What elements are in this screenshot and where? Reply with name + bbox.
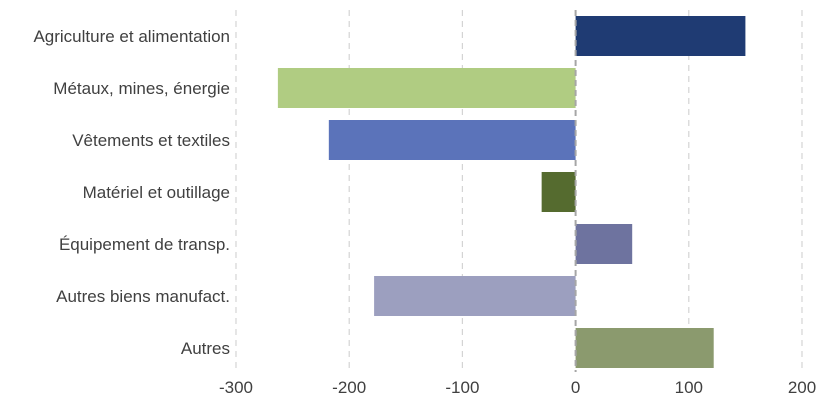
- x-tick-label-4: 100: [675, 378, 703, 397]
- x-axis-tick-labels: -300 -200 -100 0 100 200: [219, 378, 816, 397]
- bars: [277, 16, 746, 368]
- bar-6: [575, 328, 714, 368]
- x-tick-label-5: 200: [788, 378, 816, 397]
- x-tick-label-3: 0: [571, 378, 580, 397]
- category-label-3: Matériel et outillage: [83, 183, 230, 202]
- category-label-1: Métaux, mines, énergie: [53, 79, 230, 98]
- x-tick-label-1: -200: [332, 378, 366, 397]
- x-tick-label-0: -300: [219, 378, 253, 397]
- bar-5: [374, 276, 576, 316]
- category-labels: Agriculture et alimentation Métaux, mines…: [33, 27, 230, 358]
- bar-4: [575, 224, 633, 264]
- category-label-0: Agriculture et alimentation: [33, 27, 230, 46]
- grid-lines: [235, 10, 803, 372]
- category-label-4: Équipement de transp.: [59, 235, 230, 254]
- category-label-6: Autres: [181, 339, 230, 358]
- category-label-2: Vêtements et textiles: [72, 131, 230, 150]
- bar-1: [277, 68, 576, 108]
- x-tick-label-2: -100: [445, 378, 479, 397]
- bar-3: [541, 172, 576, 212]
- bar-2: [328, 120, 576, 160]
- category-label-5: Autres biens manufact.: [56, 287, 230, 306]
- bar-0: [575, 16, 746, 56]
